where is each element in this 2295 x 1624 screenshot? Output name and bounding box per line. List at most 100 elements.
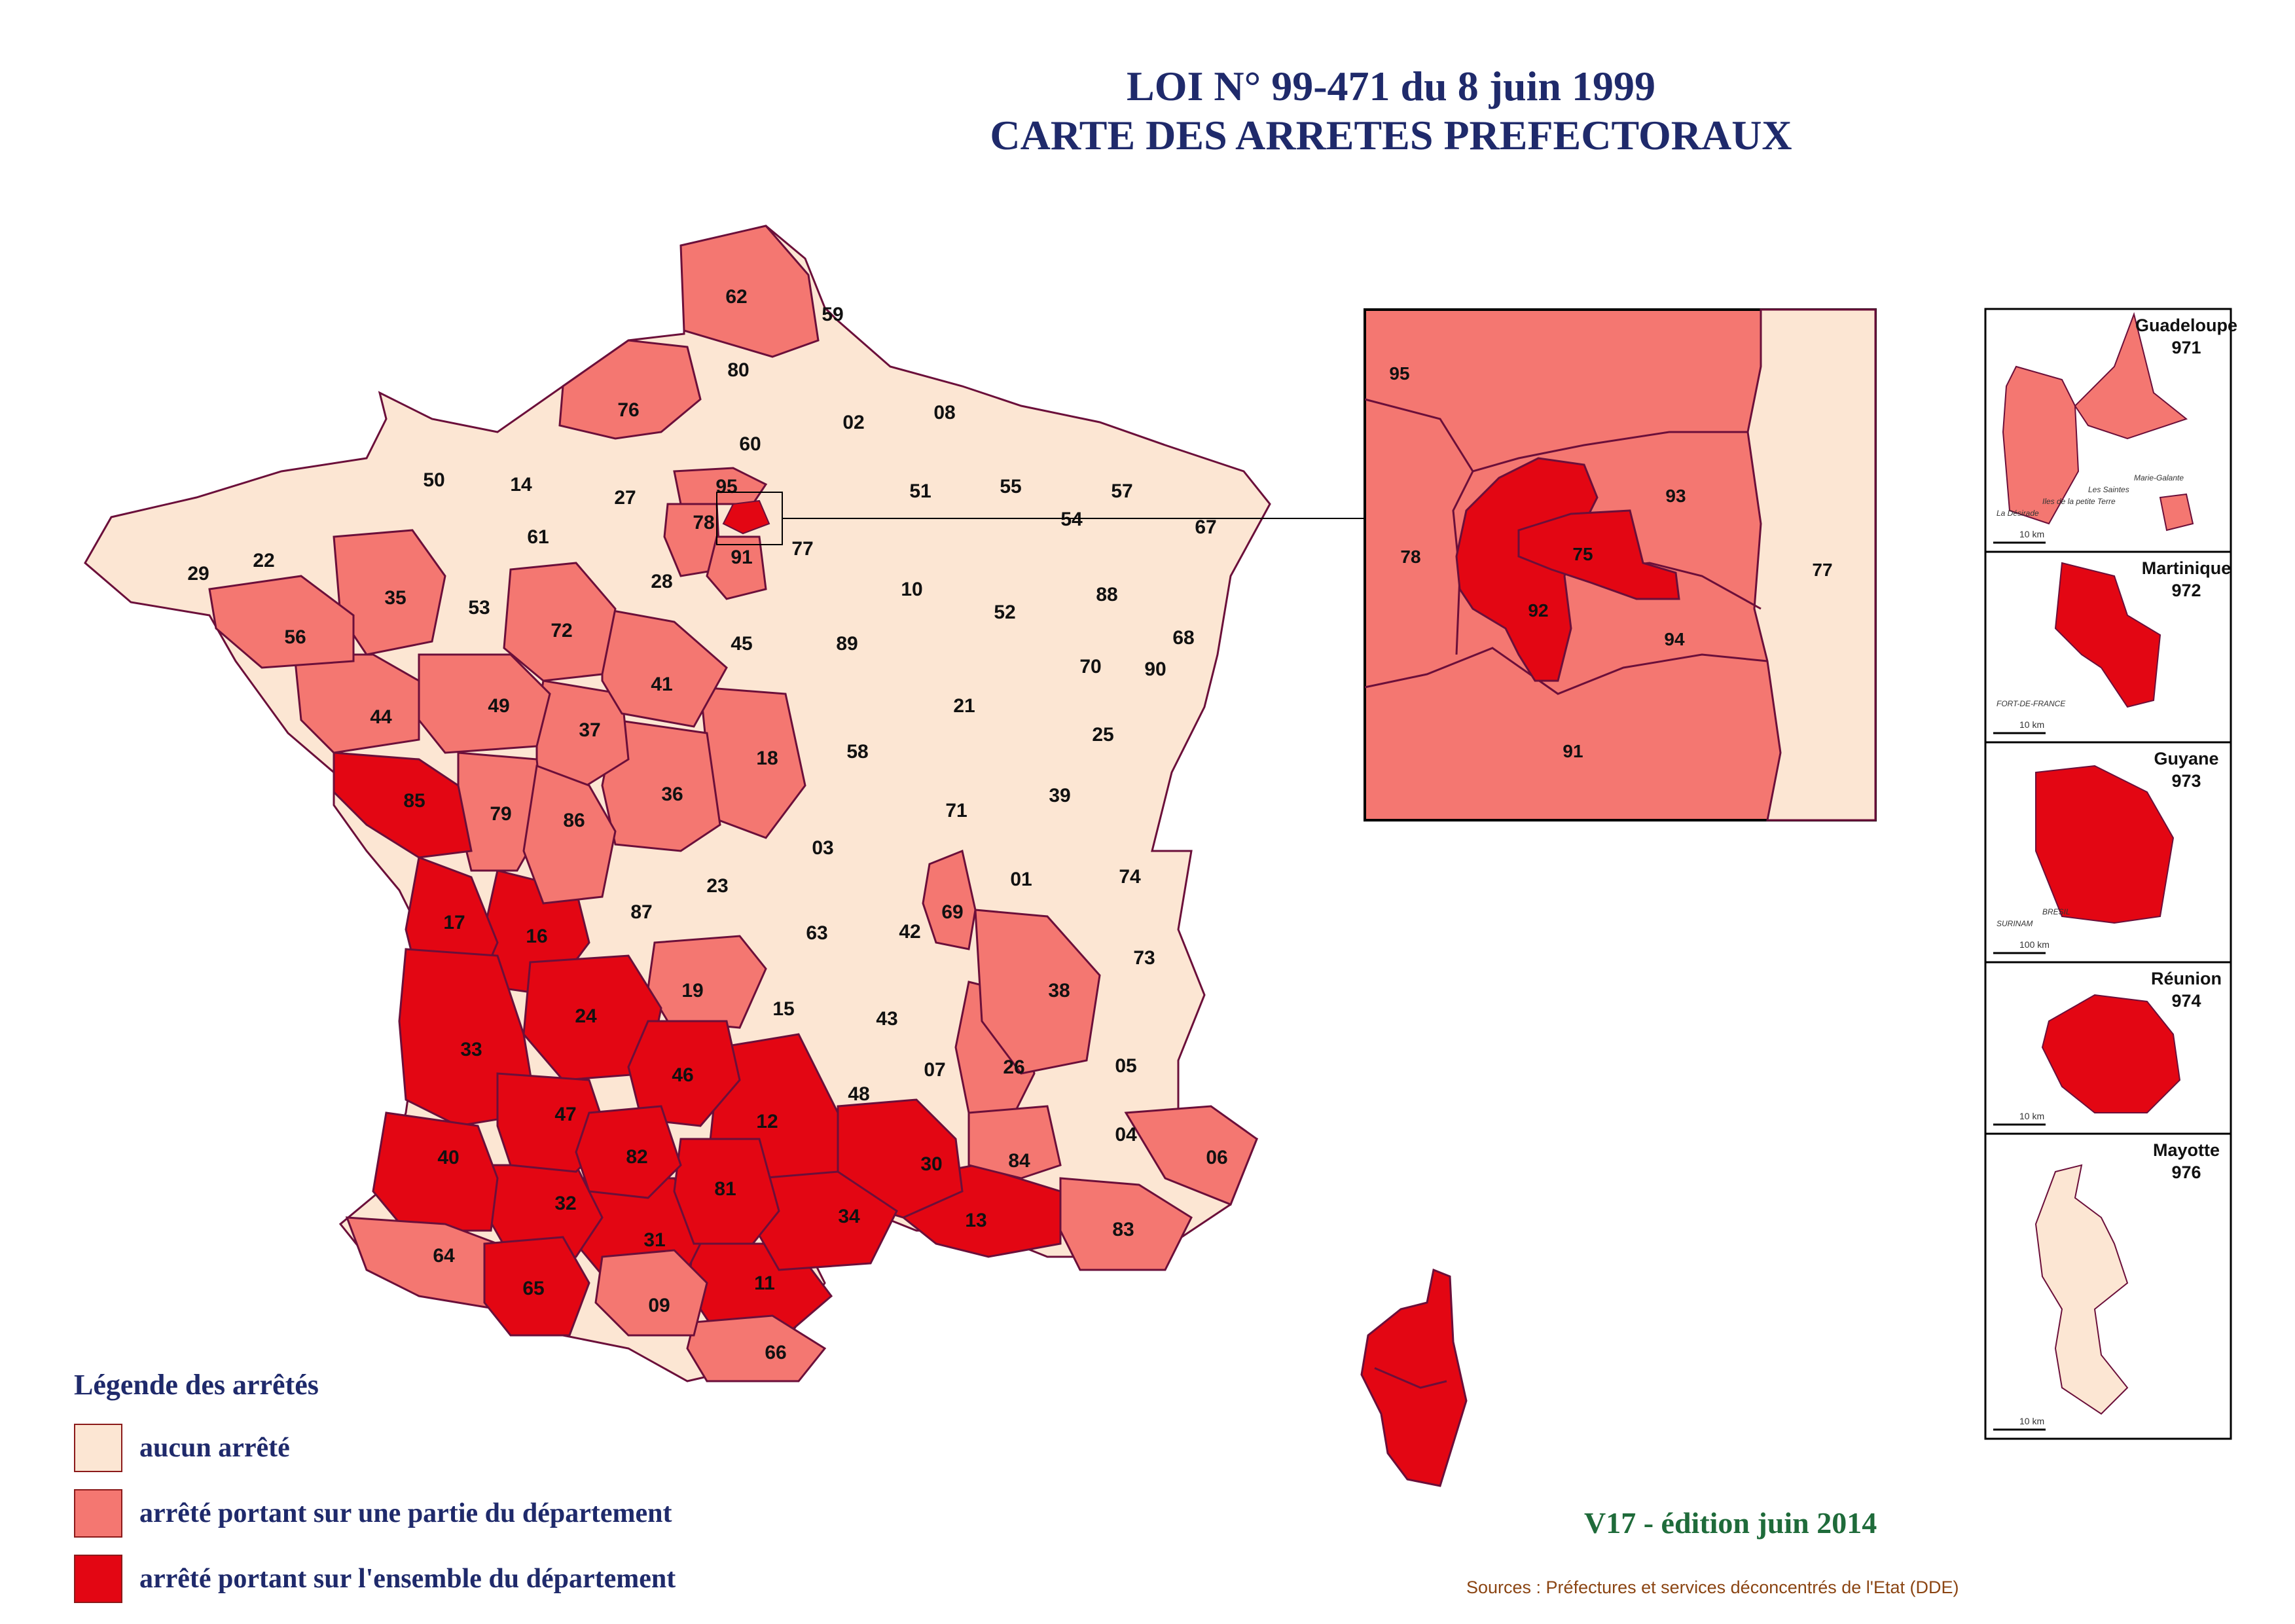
department-76 (558, 339, 702, 440)
department-label-03: 03 (812, 837, 833, 859)
department-label-91: 91 (731, 547, 752, 568)
department-label-08: 08 (933, 402, 955, 424)
department-label-31: 31 (643, 1229, 665, 1251)
department-label-28: 28 (651, 571, 672, 592)
legend-swatch-none (74, 1424, 122, 1472)
department-72 (503, 562, 617, 682)
department-label-48: 48 (848, 1083, 869, 1105)
department-label-72: 72 (551, 620, 572, 641)
department-label-51: 51 (909, 480, 931, 502)
inset-label-75: 75 (1572, 544, 1593, 564)
department-label-34: 34 (838, 1206, 860, 1227)
overseas-shape-972 (2054, 562, 2161, 708)
department-label-35: 35 (384, 587, 406, 609)
department-label-95: 95 (715, 476, 737, 497)
paris-small-area (722, 499, 770, 535)
legend-label-none: aucun arrêté (139, 1433, 290, 1463)
inset-label-92: 92 (1528, 600, 1548, 621)
department-46 (627, 1020, 741, 1127)
department-83 (1059, 1177, 1193, 1271)
legend-item-none: aucun arrêté (74, 1424, 290, 1472)
department-label-42: 42 (899, 921, 920, 943)
overseas-place-972-0: FORT-DE-FRANCE (1997, 699, 2066, 708)
department-label-21: 21 (953, 695, 975, 717)
overseas-name-974: Réunion (2151, 969, 2222, 988)
department-label-37: 37 (579, 719, 600, 741)
department-label-11: 11 (754, 1272, 775, 1294)
department-label-85: 85 (403, 790, 425, 812)
map-title-line1: LOI N° 99-471 du 8 juin 1999 (1127, 63, 1655, 109)
corsica-divider (1374, 1367, 1447, 1389)
inset-label-78: 78 (1400, 547, 1420, 567)
department-label-36: 36 (661, 784, 683, 805)
overseas-scale-972: 10 km (2019, 719, 2044, 730)
overseas-place-973-0: SURINAM (1997, 919, 2033, 928)
department-label-87: 87 (630, 901, 652, 923)
inset-region-75 (1517, 509, 1680, 600)
overseas-scale-974: 10 km (2019, 1111, 2044, 1121)
overseas-name-972: Martinique (2142, 558, 2232, 578)
department-label-63: 63 (806, 922, 827, 944)
department-label-06: 06 (1206, 1147, 1227, 1168)
department-label-26: 26 (1003, 1056, 1024, 1078)
overseas-shape-976 (2034, 1164, 2129, 1415)
overseas-place-971-1: Iles de la petite Terre (2042, 497, 2116, 506)
department-38 (974, 909, 1101, 1075)
overseas-place-973-1: BRESIL (2042, 907, 2070, 916)
department-label-41: 41 (651, 674, 672, 695)
legend-item-full: arrêté portant sur l'ensemble du départe… (74, 1555, 676, 1603)
department-82 (575, 1105, 682, 1199)
department-label-29: 29 (187, 563, 209, 585)
department-label-40: 40 (437, 1147, 459, 1168)
department-label-18: 18 (756, 748, 778, 769)
department-09 (594, 1249, 708, 1337)
overseas-name-973: Guyane (2154, 749, 2218, 768)
legend-title: Légende des arrêtés (74, 1369, 319, 1401)
inset-border-78 (1452, 471, 1474, 655)
department-label-66: 66 (765, 1342, 786, 1363)
department-label-24: 24 (575, 1005, 597, 1027)
department-label-82: 82 (626, 1146, 647, 1168)
department-label-67: 67 (1195, 516, 1216, 538)
overseas-code-974: 974 (2171, 991, 2201, 1011)
department-corsica (1360, 1268, 1468, 1487)
department-label-09: 09 (648, 1295, 670, 1316)
department-label-47: 47 (554, 1104, 576, 1125)
department-label-59: 59 (822, 304, 843, 325)
department-label-27: 27 (614, 487, 636, 509)
department-label-17: 17 (443, 912, 465, 933)
edition-label: V17 - édition juin 2014 (1584, 1506, 1877, 1540)
department-56 (208, 575, 355, 669)
department-label-74: 74 (1119, 866, 1141, 888)
department-label-56: 56 (284, 626, 306, 648)
department-label-58: 58 (846, 741, 868, 763)
department-label-60: 60 (739, 433, 761, 455)
overseas-shape-973 (2035, 765, 2175, 924)
department-label-44: 44 (370, 706, 392, 728)
department-label-13: 13 (965, 1210, 986, 1231)
department-label-43: 43 (876, 1008, 897, 1030)
overseas-scale-973: 100 km (2019, 939, 2050, 950)
department-label-61: 61 (527, 526, 549, 548)
overseas-place-971-3: Marie-Galante (2134, 473, 2184, 482)
department-label-12: 12 (756, 1111, 778, 1132)
department-label-04: 04 (1115, 1124, 1137, 1146)
department-label-23: 23 (706, 875, 728, 897)
department-label-16: 16 (526, 926, 547, 947)
inset-border-91 (1364, 647, 1768, 695)
department-44 (293, 653, 420, 754)
department-label-88: 88 (1096, 584, 1117, 605)
department-label-19: 19 (681, 980, 703, 1001)
overseas-place-971-0: La Désirade (1997, 509, 2039, 518)
department-label-39: 39 (1049, 785, 1070, 806)
department-label-68: 68 (1172, 627, 1194, 649)
department-label-05: 05 (1115, 1055, 1136, 1077)
inset-label-91: 91 (1563, 741, 1583, 761)
department-label-84: 84 (1008, 1150, 1030, 1172)
department-41 (601, 607, 728, 728)
department-label-86: 86 (563, 810, 585, 831)
overseas-scale-971: 10 km (2019, 529, 2044, 539)
department-label-32: 32 (554, 1193, 576, 1214)
map-title-line2: CARTE DES ARRETES PREFECTORAUX (990, 112, 1792, 158)
